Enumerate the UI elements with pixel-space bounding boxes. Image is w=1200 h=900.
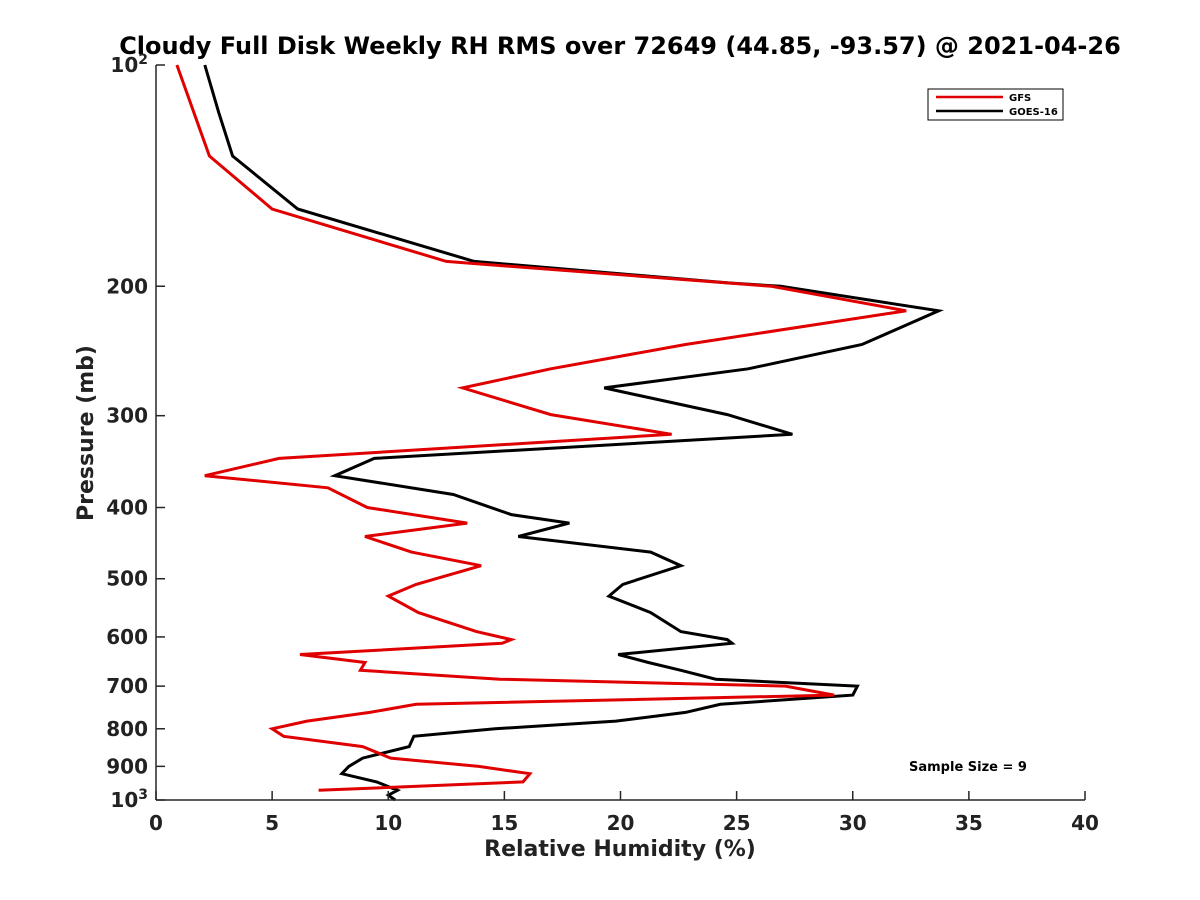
series-line-goes16	[203, 64, 945, 802]
legend-label-goes16: GOES-16	[1009, 107, 1058, 118]
x-tick-label: 25	[723, 811, 751, 835]
y-tick-label: 300	[106, 404, 148, 428]
x-ticks: 0 5 10 15 20 25 30 35 40	[149, 791, 1099, 835]
y-ticks: 102 200 300 400 500 600 700 800 900 103	[106, 52, 165, 812]
y-tick-label: 800	[106, 717, 148, 741]
legend-label-gfs: GFS	[1009, 93, 1031, 104]
sample-size-annotation: Sample Size = 9	[909, 760, 1027, 775]
y-tick-label: 400	[106, 496, 148, 520]
x-tick-label: 20	[607, 811, 635, 835]
x-tick-label: 35	[955, 811, 983, 835]
x-axis-label: Relative Humidity (%)	[484, 837, 756, 862]
x-tick-label: 30	[839, 811, 867, 835]
x-tick-label: 5	[265, 811, 279, 835]
x-tick-label: 40	[1071, 811, 1099, 835]
x-tick-label: 0	[149, 811, 163, 835]
y-tick-label: 900	[106, 754, 148, 778]
x-tick-label: 10	[374, 811, 402, 835]
legend: GFS GOES-16	[927, 88, 1064, 121]
y-tick-label: 600	[106, 625, 148, 649]
x-tick-label: 15	[490, 811, 518, 835]
y-tick-label: 200	[106, 274, 148, 298]
legend-box	[927, 88, 1064, 121]
series-layer	[175, 64, 945, 802]
y-axis-label: Pressure (mb)	[74, 345, 99, 521]
chart-title: Cloudy Full Disk Weekly RH RMS over 7264…	[119, 32, 1121, 60]
y-tick-label: 103	[110, 787, 148, 812]
plot-area	[156, 65, 1085, 800]
series-line-gfs	[175, 64, 907, 792]
y-tick-label: 700	[106, 674, 148, 698]
y-tick-label: 102	[110, 52, 148, 77]
y-tick-label: 500	[106, 567, 148, 591]
